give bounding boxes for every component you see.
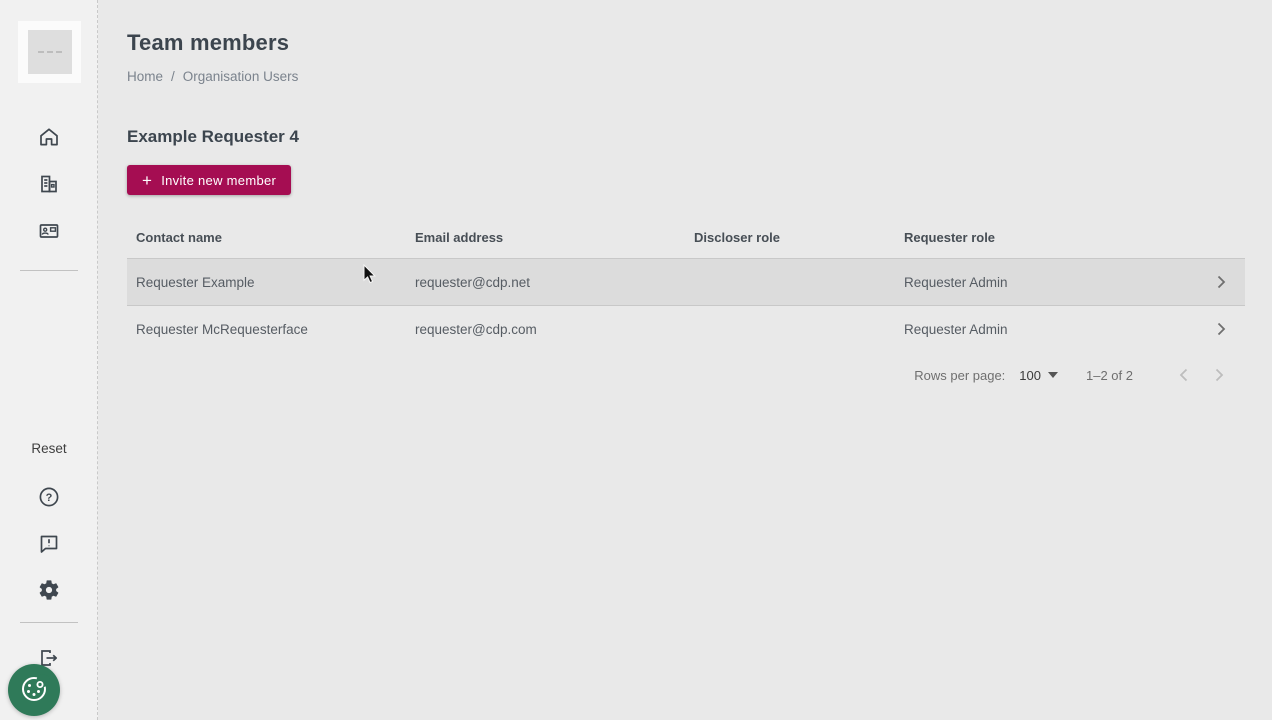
sidebar-divider-bottom [20, 622, 78, 623]
dropdown-caret-icon [1048, 372, 1058, 378]
cookie-icon [16, 671, 52, 710]
chevron-left-icon [1179, 368, 1187, 382]
cell-requester-role: Requester Admin [904, 321, 1008, 337]
breadcrumb-separator: / [171, 69, 175, 84]
cell-email: requester@cdp.net [415, 274, 531, 290]
previous-page-button[interactable] [1171, 363, 1195, 387]
feedback-icon[interactable] [37, 531, 61, 555]
help-icon[interactable]: ? [37, 485, 61, 509]
next-page-button[interactable] [1207, 363, 1231, 387]
rows-per-page-select[interactable]: 100 [1019, 368, 1058, 383]
reset-button[interactable]: Reset [31, 441, 67, 456]
logout-icon[interactable] [37, 646, 61, 670]
contacts-icon[interactable] [37, 219, 61, 243]
column-header-contact-name: Contact name [136, 229, 222, 245]
cell-contact-name: Requester McRequesterface [136, 321, 308, 337]
settings-icon[interactable] [37, 578, 61, 602]
chevron-right-icon[interactable] [1209, 322, 1233, 336]
column-header-discloser-role: Discloser role [694, 229, 780, 245]
org-logo-placeholder [18, 21, 81, 83]
invite-button-label: Invite new member [161, 172, 277, 188]
invite-new-member-button[interactable]: + Invite new member [127, 165, 292, 195]
pagination-range-label: 1–2 of 2 [1086, 367, 1133, 383]
sidebar-divider-top [20, 270, 78, 271]
team-members-table: Contact name Email address Discloser rol… [127, 216, 1245, 398]
main-content: Team members Home / Organisation Users E… [99, 0, 1272, 720]
plus-icon: + [142, 170, 153, 190]
rows-per-page-label: Rows per page: [914, 367, 1006, 383]
svg-text:?: ? [46, 492, 53, 504]
page-title: Team members [127, 30, 290, 55]
table-pagination: Rows per page: 100 1–2 of 2 [127, 352, 1245, 398]
organisation-icon[interactable] [37, 172, 61, 196]
column-header-email: Email address [415, 229, 504, 245]
cell-email: requester@cdp.com [415, 321, 537, 337]
chevron-right-icon[interactable] [1209, 275, 1233, 289]
breadcrumb-home-link[interactable]: Home [127, 69, 164, 84]
breadcrumb-current: Organisation Users [182, 69, 299, 84]
home-icon[interactable] [37, 125, 61, 149]
organisation-heading: Example Requester 4 [127, 127, 299, 146]
broken-image-icon [27, 30, 72, 74]
table-header-row: Contact name Email address Discloser rol… [127, 216, 1245, 258]
cookie-consent-button[interactable] [8, 664, 60, 716]
table-row[interactable]: Requester McRequesterface requester@cdp.… [127, 306, 1245, 352]
breadcrumb: Home / Organisation Users [127, 69, 298, 84]
rows-per-page-value: 100 [1019, 367, 1041, 383]
cell-requester-role: Requester Admin [904, 274, 1008, 290]
table-row[interactable]: Requester Example requester@cdp.net Requ… [127, 258, 1245, 306]
chevron-right-icon [1215, 368, 1223, 382]
column-header-requester-role: Requester role [904, 229, 996, 245]
sidebar: Reset ? [0, 0, 98, 720]
cell-contact-name: Requester Example [136, 274, 255, 290]
